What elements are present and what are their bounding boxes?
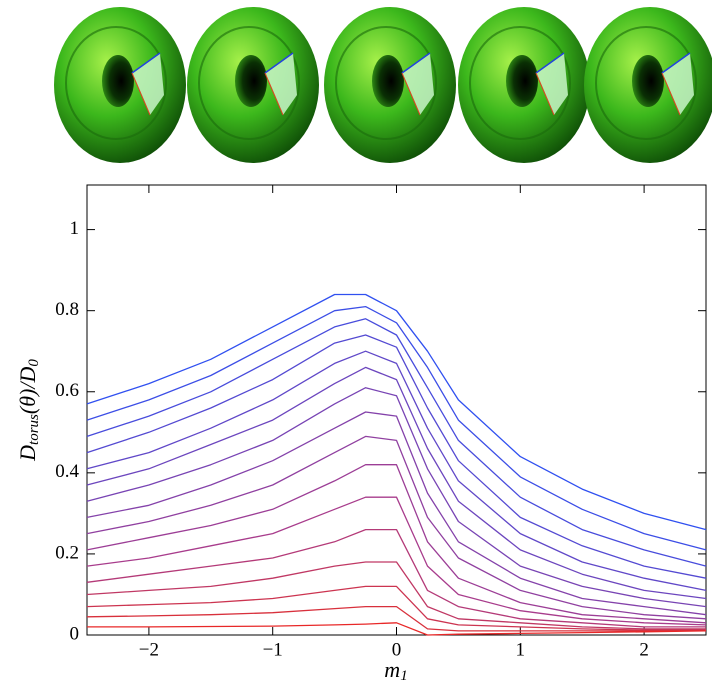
data-line bbox=[86, 366, 707, 600]
data-line bbox=[86, 387, 707, 608]
x-tick-label: 1 bbox=[516, 639, 526, 660]
torus-images bbox=[53, 6, 712, 164]
data-line bbox=[86, 561, 706, 630]
y-tick-label: 1 bbox=[70, 218, 80, 239]
data-line bbox=[86, 293, 707, 531]
data-line bbox=[86, 411, 707, 616]
x-tick-label: 0 bbox=[392, 639, 402, 660]
data-line bbox=[86, 334, 707, 579]
y-tick-label: 0.8 bbox=[55, 299, 79, 320]
x-tick-label: −1 bbox=[263, 639, 283, 660]
data-line bbox=[86, 528, 706, 628]
data-line bbox=[86, 605, 706, 632]
x-tick-label: 2 bbox=[639, 639, 649, 660]
data-line bbox=[87, 622, 707, 636]
y-tick-label: 0 bbox=[70, 623, 80, 644]
y-tick-label: 0.4 bbox=[55, 461, 79, 482]
data-line bbox=[86, 464, 707, 624]
plot-frame bbox=[86, 184, 707, 636]
data-line bbox=[86, 350, 707, 592]
y-axis-label: Dtorus(θ)/D0 bbox=[15, 359, 42, 462]
data-line bbox=[86, 435, 707, 620]
y-tick-label: 0.6 bbox=[55, 380, 79, 401]
x-axis-label: m1 bbox=[384, 657, 407, 684]
data-line bbox=[86, 305, 707, 551]
data-line bbox=[86, 318, 707, 567]
x-tick-label: −2 bbox=[139, 639, 159, 660]
y-tick-label: 0.2 bbox=[55, 542, 79, 563]
data-line bbox=[86, 496, 707, 626]
data-line bbox=[86, 585, 706, 631]
